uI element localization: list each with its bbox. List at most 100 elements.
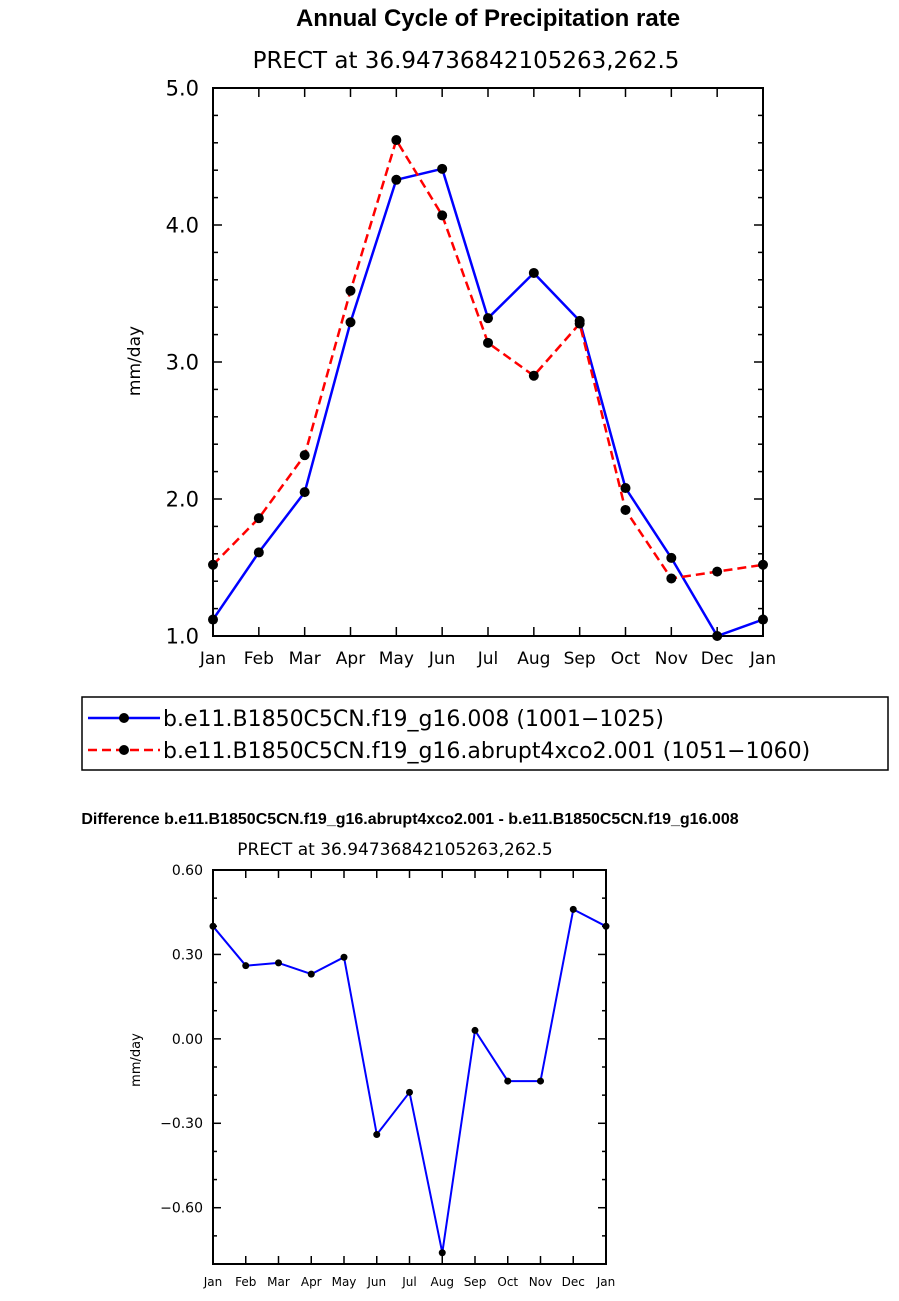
top-chart-series-0-point bbox=[528, 267, 539, 278]
top-chart-ytick-label: 1.0 bbox=[166, 624, 199, 648]
top-chart-series-1-point bbox=[712, 566, 723, 577]
bottom-chart-xtick-label: Oct bbox=[497, 1275, 518, 1289]
bottom-chart-series-0-point bbox=[602, 922, 610, 930]
bottom-chart-xtick-label: Apr bbox=[301, 1275, 322, 1289]
bottom-chart-series-0-point bbox=[406, 1088, 413, 1096]
top-chart-xtick-label: Oct bbox=[611, 649, 641, 669]
top-chart-ytick-label: 3.0 bbox=[166, 350, 199, 374]
bottom-chart-series-0-point bbox=[242, 962, 250, 970]
bottom-chart-series-0-point bbox=[275, 959, 282, 967]
top-chart-series-0-point bbox=[253, 547, 264, 558]
bottom-chart-ytick-label: −0.30 bbox=[160, 1116, 203, 1132]
legend-marker-abrupt4xco2 bbox=[119, 745, 129, 755]
top-chart-series bbox=[208, 135, 768, 641]
top-chart-series-1-point bbox=[299, 450, 310, 461]
top-chart-ytick-label: 5.0 bbox=[166, 76, 199, 100]
top-chart-xtick-label: Jul bbox=[477, 649, 499, 669]
top-chart-xtick-label: Apr bbox=[336, 649, 365, 669]
top-chart-series-1-point bbox=[483, 337, 493, 348]
top-chart-ytick-label: 4.0 bbox=[166, 213, 199, 237]
bottom-chart-ylabel: mm/day bbox=[129, 1033, 144, 1087]
bottom-chart-ytick-label: 0.00 bbox=[172, 1032, 203, 1048]
top-chart-series-0-point bbox=[483, 313, 493, 324]
top-chart-xtick-label: Sep bbox=[564, 649, 596, 669]
bottom-chart-series-0-point bbox=[471, 1026, 479, 1034]
legend-label-abrupt4xco2: b.e11.B1850C5CN.f19_g16.abrupt4xco2.001 … bbox=[163, 739, 810, 764]
top-chart-series-0-point bbox=[437, 163, 448, 174]
bottom-chart-series bbox=[209, 905, 610, 1257]
top-chart-series-1-point bbox=[437, 210, 448, 221]
bottom-chart-subtitle: PRECT at 36.94736842105263,262.5 bbox=[237, 840, 552, 860]
top-chart-subtitle: PRECT at 36.94736842105263,262.5 bbox=[253, 48, 680, 74]
top-chart-xtick-label: Feb bbox=[244, 649, 274, 669]
top-chart-xtick-label: Jun bbox=[428, 649, 456, 669]
bottom-chart: Difference b.e11.B1850C5CN.f19_g16.abrup… bbox=[81, 811, 738, 1289]
top-chart: Annual Cycle of Precipitation rate PRECT… bbox=[125, 5, 776, 669]
top-chart-series-line-1 bbox=[212, 138, 764, 580]
bottom-chart-xtick-label: Feb bbox=[235, 1275, 256, 1289]
bottom-chart-series-0-point bbox=[438, 1249, 446, 1257]
bottom-chart-series-0-point bbox=[209, 922, 217, 930]
top-chart-series-1-point bbox=[574, 318, 585, 329]
bottom-chart-xtick-label: Jan bbox=[596, 1275, 616, 1289]
bottom-chart-series-0-point bbox=[373, 1131, 381, 1139]
top-chart-series-1-point bbox=[208, 559, 218, 570]
top-chart-series-0-point bbox=[391, 174, 402, 185]
bottom-chart-ytick-label: −0.60 bbox=[160, 1201, 203, 1217]
legend: b.e11.B1850C5CN.f19_g16.008 (1001−1025) … bbox=[81, 696, 889, 771]
top-chart-xtick-label: Mar bbox=[289, 649, 321, 669]
legend-marker-control bbox=[119, 713, 129, 723]
top-chart-series-0-point bbox=[712, 631, 723, 641]
bottom-chart-series-0-point bbox=[340, 953, 348, 961]
bottom-chart-xtick-label: Dec bbox=[562, 1275, 585, 1289]
top-chart-series-1-point bbox=[253, 513, 264, 524]
bottom-chart-xtick-label: Sep bbox=[464, 1275, 487, 1289]
bottom-chart-series-0-point bbox=[307, 970, 315, 978]
bottom-chart-xtick-label: Jul bbox=[401, 1275, 416, 1289]
bottom-chart-xtick-label: Nov bbox=[529, 1275, 552, 1289]
bottom-chart-ytick-label: 0.30 bbox=[172, 947, 203, 963]
bottom-chart-xtick-label: Jan bbox=[203, 1275, 223, 1289]
bottom-chart-xtick-label: Jun bbox=[366, 1275, 386, 1289]
top-chart-xtick-label: Nov bbox=[655, 649, 688, 669]
top-chart-xtick-label: Jan bbox=[749, 649, 776, 669]
bottom-chart-ytick-label: 0.60 bbox=[172, 863, 203, 879]
top-chart-xtick-label: May bbox=[379, 649, 414, 669]
top-chart-xtick-label: Jan bbox=[199, 649, 226, 669]
top-chart-series-1-point bbox=[345, 285, 356, 296]
top-chart-series-1-point bbox=[620, 504, 631, 515]
bottom-chart-xtick-label: Mar bbox=[267, 1275, 290, 1289]
legend-entry-control: b.e11.B1850C5CN.f19_g16.008 (1001−1025) bbox=[88, 707, 664, 732]
bottom-chart-title: Difference b.e11.B1850C5CN.f19_g16.abrup… bbox=[81, 811, 738, 828]
top-chart-xtick-label: Dec bbox=[701, 649, 734, 669]
top-chart-ylabel: mm/day bbox=[125, 326, 145, 396]
bottom-chart-series-0-point bbox=[537, 1077, 544, 1085]
bottom-chart-xtick-label: May bbox=[332, 1275, 357, 1289]
top-chart-series-0-point bbox=[208, 614, 218, 625]
top-chart-ticks: 1.0 2.0 3.0 4.0 5.0 Jan Feb Mar Apr May Jun Jul Aug S… bbox=[166, 76, 777, 669]
top-chart-series-line-0 bbox=[211, 167, 764, 638]
top-chart-series-1-point bbox=[528, 370, 539, 381]
bottom-chart-xtick-label: Aug bbox=[431, 1275, 454, 1289]
top-chart-title: Annual Cycle of Precipitation rate bbox=[296, 5, 680, 32]
legend-label-control: b.e11.B1850C5CN.f19_g16.008 (1001−1025) bbox=[163, 707, 664, 732]
top-chart-series-1-point bbox=[666, 573, 677, 584]
top-chart-plot-frame bbox=[212, 87, 764, 637]
bottom-chart-series-0-point bbox=[569, 905, 577, 913]
top-chart-series-1-point bbox=[391, 135, 402, 146]
top-chart-series-1-point bbox=[758, 559, 768, 570]
bottom-chart-series-0-point bbox=[504, 1077, 512, 1085]
bottom-chart-plot-frame bbox=[212, 869, 607, 1265]
top-chart-xtick-label: Aug bbox=[517, 649, 550, 669]
top-chart-series-0-point bbox=[345, 317, 356, 328]
top-chart-series-0-point bbox=[666, 552, 677, 563]
top-chart-series-0-point bbox=[299, 487, 310, 498]
bottom-chart-series-line-0 bbox=[212, 908, 607, 1254]
top-chart-series-0-point bbox=[758, 614, 768, 625]
bottom-chart-ticks: −0.60 −0.30 0.00 0.30 0.60 Jan Feb Mar Apr May Jun… bbox=[160, 863, 615, 1289]
legend-box bbox=[81, 696, 889, 771]
legend-entry-abrupt4xco2: b.e11.B1850C5CN.f19_g16.abrupt4xco2.001 … bbox=[88, 739, 810, 764]
top-chart-series-0-point bbox=[620, 483, 631, 494]
top-chart-ytick-label: 2.0 bbox=[166, 487, 199, 511]
